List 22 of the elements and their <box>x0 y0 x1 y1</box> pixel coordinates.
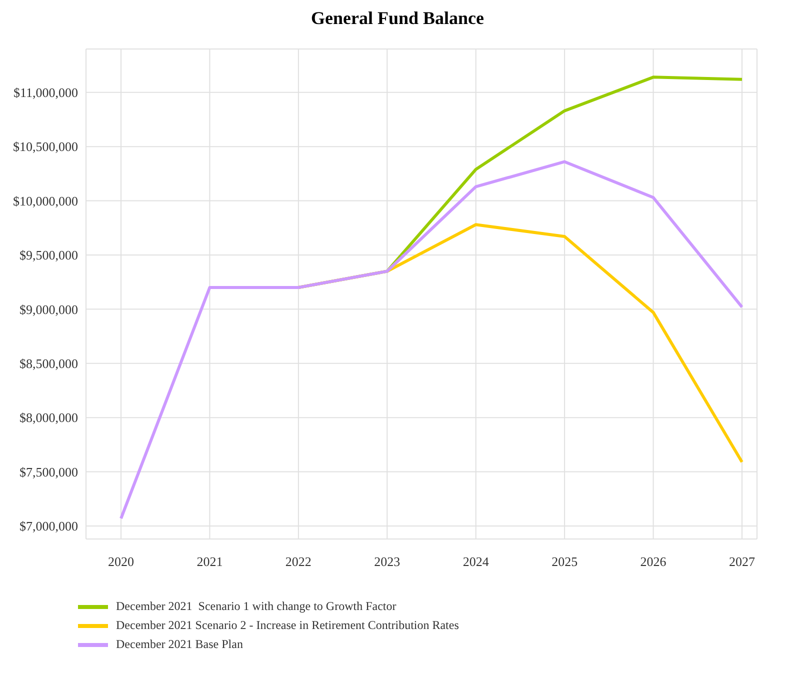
legend-label: December 2021 Scenario 1 with change to Growth Factor <box>116 599 396 614</box>
x-tick-label: 2023 <box>374 554 400 570</box>
chart-title: General Fund Balance <box>310 8 485 29</box>
x-tick-label: 2020 <box>108 554 134 570</box>
y-tick-label: $10,000,000 <box>13 193 78 208</box>
y-tick-label: $8,000,000 <box>20 410 78 426</box>
y-tick-label: $11,000,000 <box>13 84 78 100</box>
x-tick-label: 2021 <box>196 554 223 570</box>
x-tick-label: 2024 <box>462 554 490 570</box>
y-tick-label: $8,500,000 <box>20 356 78 371</box>
x-tick-label: 2027 <box>729 554 756 570</box>
y-tick-label: $10,500,000 <box>13 139 78 154</box>
y-tick-label: $7,000,000 <box>20 518 78 534</box>
x-tick-label: 2025 <box>552 554 578 570</box>
y-tick-label: $9,000,000 <box>20 302 78 317</box>
y-tick-label: $9,500,000 <box>20 248 78 263</box>
x-tick-label: 2022 <box>285 554 312 570</box>
line-series <box>120 160 744 520</box>
y-tick-label: $7,500,000 <box>20 464 78 480</box>
legend-label: December 2021 Scenario 2 - Increase in Retirement Contribution Rates <box>116 618 459 633</box>
legend-label: December 2021 Base Plan <box>116 637 243 652</box>
x-tick-label: 2026 <box>640 554 667 570</box>
